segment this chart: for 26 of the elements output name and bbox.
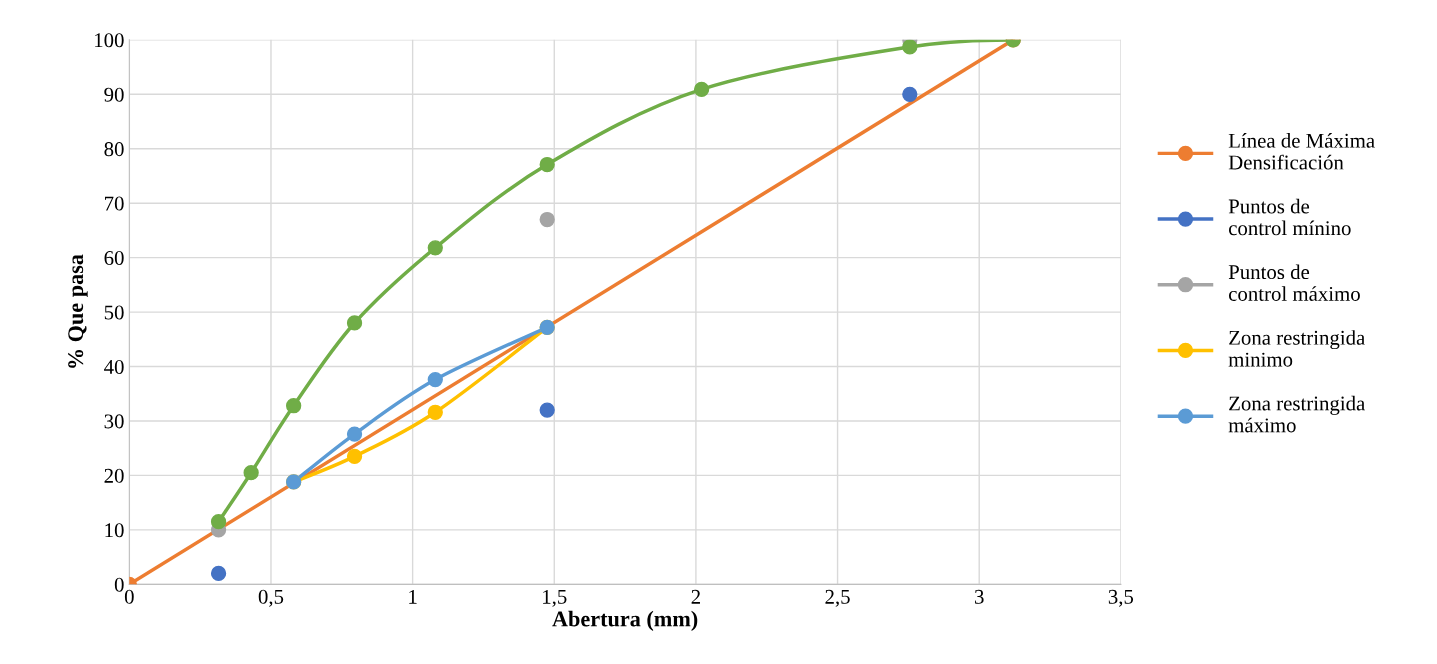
y-tick-label: 90 [104, 87, 124, 102]
y-tick-label: 10 [105, 523, 124, 538]
x-tick-label: 3 [975, 589, 984, 604]
y-tick-label: 50 [104, 305, 124, 320]
legend-label: Línea de Máxima Densificación [1228, 133, 1375, 170]
y-tick-label: 100 [95, 33, 124, 48]
y-tick-label: 70 [105, 196, 124, 211]
legend-label: Puntos de control mínino [1228, 198, 1351, 236]
legend-label: Zona restringida minimo [1228, 330, 1366, 367]
x-tick-label: 2,5 [825, 589, 850, 607]
y-axis-title: % Que pasa [68, 254, 88, 368]
y-tick-label: 0 [114, 577, 124, 592]
y-tick-label: 20 [104, 468, 124, 483]
x-tick-label: 1 [409, 589, 417, 604]
x-tick-label: 2 [691, 589, 700, 604]
y-tick-label: 30 [104, 414, 124, 429]
x-tick-label: 0 [124, 589, 134, 604]
y-tick-label: 80 [104, 142, 124, 157]
legend-label: Zona restringida máximo [1228, 395, 1366, 433]
y-tick-label: 60 [104, 251, 124, 266]
x-tick-label: 0,5 [258, 589, 284, 607]
y-tick-label: 40 [104, 359, 124, 374]
legend-label: Puntos de control máximo [1228, 264, 1360, 301]
x-tick-label: 3,5 [1108, 589, 1134, 607]
x-axis-title: Abertura (mm) [552, 610, 698, 631]
x-tick-label: 1,5 [543, 589, 567, 607]
